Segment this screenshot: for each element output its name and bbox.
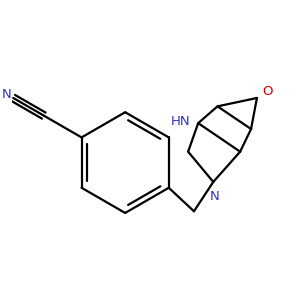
Text: N: N (210, 190, 220, 203)
Text: O: O (262, 85, 272, 98)
Text: HN: HN (171, 115, 190, 128)
Text: N: N (2, 88, 12, 101)
